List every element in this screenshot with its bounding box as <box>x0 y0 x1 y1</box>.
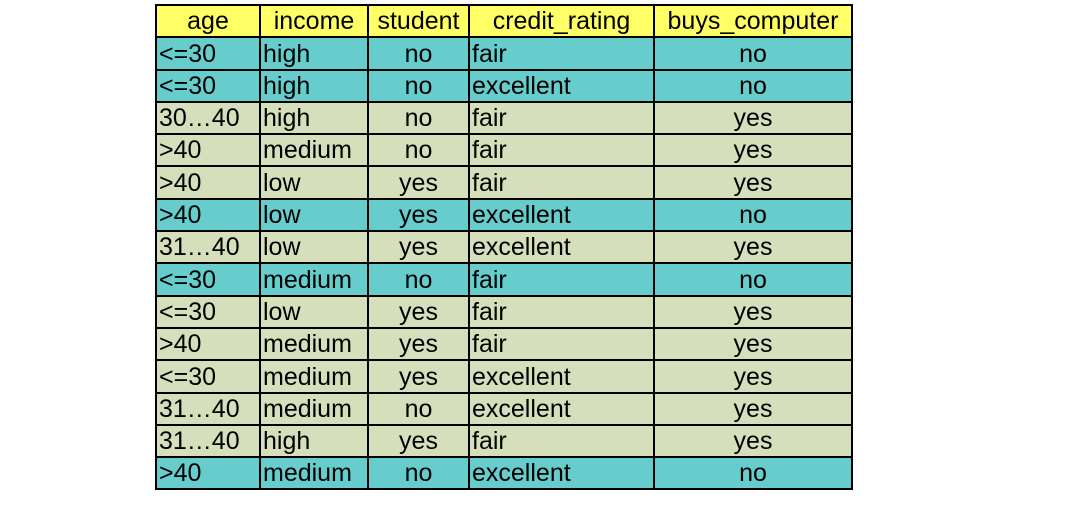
header-age: age <box>155 3 261 39</box>
cell-age: 30…40 <box>155 100 261 136</box>
cell-buys-computer: no <box>653 68 853 103</box>
cell-buys-computer: no <box>653 262 853 297</box>
cell-age: <=30 <box>155 359 261 394</box>
cell-age: 31…40 <box>155 423 261 459</box>
cell-income: high <box>259 68 369 103</box>
cell-age: <=30 <box>155 68 261 103</box>
cell-credit-rating: excellent <box>468 68 655 103</box>
cell-student: yes <box>367 230 470 265</box>
cell-income: medium <box>259 359 369 394</box>
cell-income: low <box>259 294 369 329</box>
table-row: 31…40 high yes fair yes <box>155 423 853 459</box>
table-row: >40 low yes fair yes <box>155 165 853 200</box>
cell-buys-computer: yes <box>653 391 853 426</box>
header-buys-computer: buys_computer <box>653 3 853 39</box>
cell-student: yes <box>367 423 470 459</box>
table-row: >40 medium yes fair yes <box>155 326 853 362</box>
table-row: 30…40 high no fair yes <box>155 100 853 136</box>
cell-credit-rating: fair <box>468 165 655 200</box>
cell-student: no <box>367 36 470 71</box>
cell-credit-rating: fair <box>468 294 655 329</box>
table-row: <=30 medium yes excellent yes <box>155 359 853 394</box>
cell-student: no <box>367 391 470 426</box>
table-row: >40 medium no fair yes <box>155 133 853 168</box>
table-row: <=30 medium no fair no <box>155 262 853 297</box>
cell-buys-computer: no <box>653 197 853 233</box>
cell-buys-computer: yes <box>653 359 853 394</box>
header-credit-rating: credit_rating <box>468 3 655 39</box>
cell-income: medium <box>259 262 369 297</box>
table-header-row: age income student credit_rating buys_co… <box>155 3 853 39</box>
cell-student: no <box>367 68 470 103</box>
cell-credit-rating: fair <box>468 262 655 297</box>
table-body: <=30 high no fair no <=30 high no excellent no 30…… <box>155 36 853 491</box>
table-row: <=30 low yes fair yes <box>155 294 853 329</box>
table-row: 31…40 low yes excellent yes <box>155 230 853 265</box>
cell-credit-rating: fair <box>468 133 655 168</box>
cell-income: high <box>259 36 369 71</box>
cell-credit-rating: excellent <box>468 391 655 426</box>
cell-credit-rating: excellent <box>468 197 655 233</box>
cell-age: 31…40 <box>155 230 261 265</box>
cell-credit-rating: excellent <box>468 230 655 265</box>
cell-buys-computer: yes <box>653 230 853 265</box>
cell-age: <=30 <box>155 36 261 71</box>
cell-student: yes <box>367 294 470 329</box>
cell-buys-computer: yes <box>653 165 853 200</box>
cell-student: no <box>367 100 470 136</box>
cell-income: high <box>259 423 369 459</box>
cell-income: medium <box>259 391 369 426</box>
cell-student: yes <box>367 359 470 394</box>
cell-age: >40 <box>155 133 261 168</box>
cell-buys-computer: yes <box>653 423 853 459</box>
cell-buys-computer: no <box>653 36 853 71</box>
table-row: <=30 high no fair no <box>155 36 853 71</box>
cell-credit-rating: fair <box>468 326 655 362</box>
cell-age: >40 <box>155 326 261 362</box>
cell-income: medium <box>259 133 369 168</box>
table-row: >40 medium no excellent no <box>155 456 853 491</box>
cell-credit-rating: fair <box>468 36 655 71</box>
cell-buys-computer: yes <box>653 326 853 362</box>
table-row: <=30 high no excellent no <box>155 68 853 103</box>
table-row: >40 low yes excellent no <box>155 197 853 233</box>
cell-credit-rating: excellent <box>468 359 655 394</box>
cell-income: medium <box>259 456 369 491</box>
header-student: student <box>367 3 470 39</box>
cell-student: no <box>367 133 470 168</box>
cell-income: low <box>259 197 369 233</box>
training-data-table: age income student credit_rating buys_co… <box>155 3 853 491</box>
cell-age: >40 <box>155 456 261 491</box>
cell-buys-computer: yes <box>653 133 853 168</box>
cell-age: >40 <box>155 197 261 233</box>
cell-income: medium <box>259 326 369 362</box>
table-row: 31…40 medium no excellent yes <box>155 391 853 426</box>
cell-student: yes <box>367 165 470 200</box>
cell-income: high <box>259 100 369 136</box>
cell-credit-rating: fair <box>468 423 655 459</box>
cell-student: yes <box>367 326 470 362</box>
cell-income: low <box>259 230 369 265</box>
cell-credit-rating: fair <box>468 100 655 136</box>
cell-age: <=30 <box>155 294 261 329</box>
cell-age: >40 <box>155 165 261 200</box>
cell-student: no <box>367 456 470 491</box>
cell-buys-computer: yes <box>653 294 853 329</box>
cell-buys-computer: no <box>653 456 853 491</box>
cell-income: low <box>259 165 369 200</box>
cell-buys-computer: yes <box>653 100 853 136</box>
cell-credit-rating: excellent <box>468 456 655 491</box>
training-data-table-container: age income student credit_rating buys_co… <box>155 3 853 491</box>
cell-student: no <box>367 262 470 297</box>
cell-student: yes <box>367 197 470 233</box>
header-income: income <box>259 3 369 39</box>
cell-age: <=30 <box>155 262 261 297</box>
cell-age: 31…40 <box>155 391 261 426</box>
